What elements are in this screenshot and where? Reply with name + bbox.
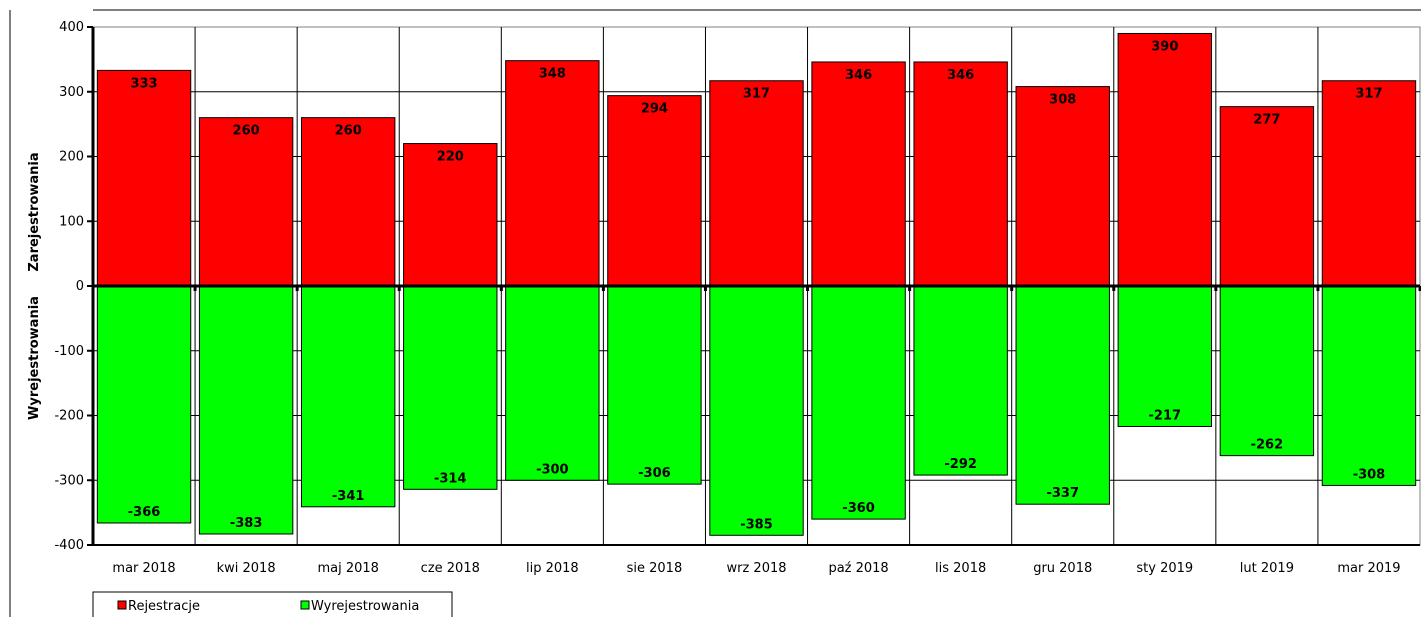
- y-tick-label-200: 200: [59, 150, 84, 165]
- x-tick-label-3: cze 2018: [421, 561, 480, 576]
- legend-box: [92, 591, 453, 617]
- legend-label-wyrejestrowania: Wyrejestrowania: [311, 599, 419, 614]
- data-label-wyrejestrowania-9: -337: [1046, 486, 1079, 501]
- data-label-wyrejestrowania-2: -341: [332, 489, 365, 504]
- data-label-rejestracje-10: 390: [1151, 39, 1178, 54]
- bar-wyrejestrowania-3: [403, 285, 498, 490]
- bar-wyrejestrowania-10: [1117, 285, 1213, 428]
- bar-wyrejestrowania-9: [1015, 285, 1110, 505]
- data-label-wyrejestrowania-6: -385: [740, 517, 773, 532]
- bar-wyrejestrowania-6: [709, 285, 804, 536]
- y-axis-title-upper: Zarejestrowania: [27, 152, 42, 271]
- x-tick-label-12: mar 2019: [1337, 561, 1400, 576]
- legend-label-rejestracje: Rejestracje: [128, 599, 200, 614]
- bar-wyrejestrowania-5: [607, 285, 702, 485]
- data-label-wyrejestrowania-12: -308: [1353, 467, 1386, 482]
- data-label-rejestracje-5: 294: [641, 102, 668, 117]
- bar-wyrejestrowania-11: [1219, 285, 1315, 457]
- bar-rejestracje-1: [198, 117, 294, 287]
- y-tick-label--100: -100: [54, 344, 84, 359]
- bars: [96, 32, 1417, 536]
- legend-swatch-wyrejestrowania: [300, 600, 310, 610]
- x-tick-label-1: kwi 2018: [217, 561, 276, 576]
- legend-swatch-rejestracje: [117, 600, 127, 610]
- y-tick-label--400: -400: [54, 538, 84, 553]
- data-label-wyrejestrowania-7: -360: [842, 501, 875, 516]
- data-label-rejestracje-4: 348: [539, 67, 566, 82]
- bar-rejestracje-4: [505, 60, 600, 287]
- bar-rejestracje-8: [913, 61, 1008, 287]
- bar-rejestracje-10: [1117, 32, 1213, 287]
- data-label-wyrejestrowania-11: -262: [1251, 438, 1284, 453]
- bar-rejestracje-0: [96, 69, 192, 287]
- bar-wyrejestrowania-7: [811, 285, 906, 520]
- data-label-wyrejestrowania-3: -314: [434, 471, 467, 486]
- bar-rejestracje-3: [403, 143, 498, 287]
- y-tick-label-300: 300: [59, 85, 84, 100]
- data-label-rejestracje-2: 260: [335, 124, 362, 139]
- data-label-wyrejestrowania-8: -292: [944, 457, 977, 472]
- data-label-wyrejestrowania-0: -366: [128, 505, 161, 520]
- data-label-rejestracje-1: 260: [233, 124, 260, 139]
- x-tick-label-4: lip 2018: [526, 561, 579, 576]
- y-tick-label-100: 100: [59, 214, 84, 229]
- bar-wyrejestrowania-4: [505, 285, 600, 481]
- data-label-wyrejestrowania-4: -300: [536, 462, 569, 477]
- x-tick-label-2: maj 2018: [317, 561, 378, 576]
- data-label-rejestracje-9: 308: [1049, 93, 1076, 108]
- x-tick-label-7: paź 2018: [828, 561, 888, 576]
- data-label-wyrejestrowania-5: -306: [638, 466, 671, 481]
- bar-rejestracje-6: [709, 80, 804, 287]
- x-tick-label-8: lis 2018: [935, 561, 986, 576]
- legend: Rejestracje Wyrejestrowania: [92, 591, 453, 617]
- x-tick-label-10: sty 2019: [1136, 561, 1193, 576]
- data-label-rejestracje-11: 277: [1253, 113, 1280, 128]
- bar-wyrejestrowania-0: [96, 285, 192, 524]
- bar-wyrejestrowania-2: [300, 285, 396, 508]
- data-label-rejestracje-12: 317: [1355, 87, 1382, 102]
- data-label-rejestracje-8: 346: [947, 68, 974, 83]
- data-label-rejestracje-6: 317: [743, 87, 770, 102]
- data-label-rejestracje-0: 333: [130, 76, 157, 91]
- y-axis-title-lower: Wyrejestrowania: [27, 296, 42, 420]
- bar-rejestracje-12: [1321, 80, 1417, 287]
- y-tick-label--200: -200: [54, 409, 84, 424]
- bar-rejestracje-5: [607, 95, 702, 287]
- x-tick-label-0: mar 2018: [112, 561, 175, 576]
- x-axis: mar 2018 kwi 2018 maj 2018 cze 2018 lip 2018…: [93, 544, 1420, 576]
- x-tick-label-11: lut 2019: [1240, 561, 1294, 576]
- y-tick-label-400: 400: [59, 20, 84, 35]
- y-axis: 400 300 200 100 0 -100 -200 -300 -400: [54, 20, 95, 553]
- x-tick-label-5: sie 2018: [627, 561, 683, 576]
- bar-rejestracje-9: [1015, 86, 1110, 287]
- data-label-wyrejestrowania-10: -217: [1149, 409, 1182, 424]
- y-tick-label--300: -300: [54, 473, 84, 488]
- bar-rejestracje-11: [1219, 106, 1315, 287]
- bar-wyrejestrowania-1: [198, 285, 294, 535]
- data-labels: 333 260 260 220 348 294 317 346 346 308 390 277 317 -…: [128, 39, 1385, 532]
- x-tick-label-6: wrz 2018: [726, 561, 786, 576]
- data-label-wyrejestrowania-1: -383: [230, 516, 263, 531]
- y-tick-label-0: 0: [76, 279, 84, 294]
- plot-area: 400 300 200 100 0 -100 -200 -300 -400 mar 2018 kw…: [9, 9, 1421, 617]
- x-tick-label-9: gru 2018: [1033, 561, 1092, 576]
- bar-wyrejestrowania-8: [913, 285, 1008, 476]
- bar-wyrejestrowania-12: [1321, 285, 1417, 486]
- data-label-rejestracje-7: 346: [845, 68, 872, 83]
- bar-rejestracje-2: [300, 117, 396, 287]
- data-label-rejestracje-3: 220: [437, 150, 464, 165]
- bar-rejestracje-7: [811, 61, 906, 287]
